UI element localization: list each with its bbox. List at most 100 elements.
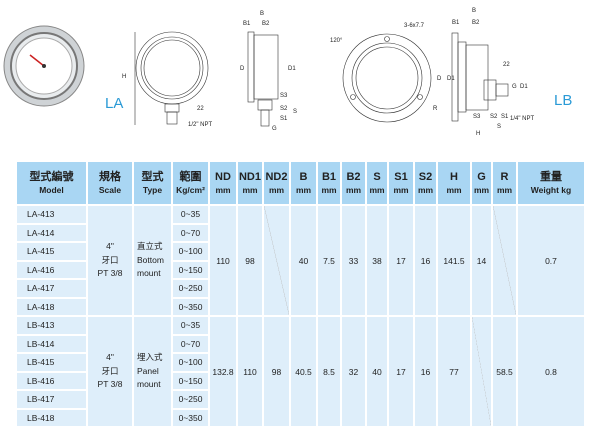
header-label: 型式編號 bbox=[29, 170, 74, 183]
header-unit: mm bbox=[446, 184, 462, 195]
s1-cell: 17 bbox=[389, 317, 413, 426]
range-cell: 0~150 bbox=[173, 261, 208, 278]
column-header: 重量 Weight kg bbox=[518, 162, 584, 204]
model-cell: LB-418 bbox=[17, 409, 86, 426]
dim-s: S bbox=[497, 124, 501, 130]
header-unit: mm bbox=[417, 184, 434, 195]
header-unit: mm bbox=[268, 184, 285, 195]
lb-front-view bbox=[342, 33, 432, 123]
column-header: ND mm bbox=[210, 162, 236, 204]
nd1-cell: 98 bbox=[238, 206, 262, 315]
weight-cell: 0.7 bbox=[518, 206, 584, 315]
model-cell: LB-416 bbox=[17, 372, 86, 389]
dim-b1: B1 bbox=[243, 21, 251, 27]
header-label: R bbox=[500, 170, 509, 183]
header-unit: mm bbox=[496, 184, 513, 195]
table-row: LA-418 0~350 bbox=[17, 298, 584, 315]
dim-angle: 120° bbox=[330, 38, 343, 44]
scale-text: 4" bbox=[106, 241, 114, 252]
range-cell: 0~70 bbox=[173, 224, 208, 241]
column-header: 型式 Type bbox=[134, 162, 171, 204]
dim-b: B bbox=[472, 8, 476, 14]
dim-r: R bbox=[433, 106, 438, 112]
dim-b1: B1 bbox=[452, 20, 460, 26]
header-unit: Kg/cm² bbox=[176, 184, 205, 195]
column-header: 範圍 Kg/cm² bbox=[173, 162, 208, 204]
s1-cell: 17 bbox=[389, 206, 413, 315]
dim-d1: D1 bbox=[447, 76, 455, 82]
nd2-cell bbox=[264, 206, 289, 315]
technical-drawings: H 22 1/2" NPT LA B B1 B2 D D1 S3 S2 S S1… bbox=[3, 8, 572, 137]
column-header: S2 mm bbox=[415, 162, 436, 204]
dim-s1: S1 bbox=[280, 116, 288, 122]
range-cell: 0~100 bbox=[173, 354, 208, 371]
header-label: S2 bbox=[418, 170, 433, 183]
header-label: H bbox=[450, 170, 458, 183]
nd2-cell: 98 bbox=[264, 317, 289, 426]
g-cell: 14 bbox=[472, 206, 491, 315]
header-unit: mm bbox=[295, 184, 312, 195]
dim-holes: 3-6x7.7 bbox=[404, 23, 425, 29]
header-label: B1 bbox=[321, 170, 337, 183]
header-label: 型式 bbox=[141, 170, 164, 183]
dim-hex: 22 bbox=[503, 62, 510, 68]
range-cell: 0~35 bbox=[173, 206, 208, 223]
dim-b2: B2 bbox=[472, 20, 480, 26]
header-label: G bbox=[477, 170, 486, 183]
model-cell: LB-415 bbox=[17, 354, 86, 371]
dim-b: B bbox=[260, 11, 264, 17]
r-cell: 58.5 bbox=[493, 317, 516, 426]
gauge-photo bbox=[3, 25, 85, 107]
b2-cell: 33 bbox=[342, 206, 365, 315]
dim-d1: D1 bbox=[288, 66, 296, 72]
table-row: LB-418 0~350 bbox=[17, 409, 584, 426]
header-unit: mm bbox=[321, 184, 337, 195]
column-header: ND1 mm bbox=[238, 162, 262, 204]
column-header: ND2 mm bbox=[264, 162, 289, 204]
scale-cell: 4" 牙口 PT 3/8 bbox=[88, 317, 132, 426]
model-cell: LA-414 bbox=[17, 224, 86, 241]
header-label: B2 bbox=[346, 170, 361, 183]
dim-g: G bbox=[512, 84, 517, 90]
spec-table: 型式編號 Model 規格 Scale 型式 Type 範圍 Kg/cm² ND mm ND1 mm N… bbox=[15, 160, 586, 428]
dim-s2: S2 bbox=[280, 106, 288, 112]
type-text: 直立式 bbox=[137, 241, 163, 252]
table-row: LA-417 0~250 bbox=[17, 280, 584, 297]
type-cell: 埋入式 Panel mount bbox=[134, 317, 171, 426]
dim-b2: B2 bbox=[262, 21, 270, 27]
scale-text: 牙口 bbox=[101, 365, 119, 376]
model-cell: LA-418 bbox=[17, 298, 86, 315]
scale-cell: 4" 牙口 PT 3/8 bbox=[88, 206, 132, 315]
model-cell: LB-413 bbox=[17, 317, 86, 334]
table-row: LA-415 0~100 bbox=[17, 243, 584, 260]
dim-d: D bbox=[240, 66, 245, 72]
model-cell: LA-413 bbox=[17, 206, 86, 223]
header-unit: Scale bbox=[98, 184, 122, 195]
column-header: S1 mm bbox=[389, 162, 413, 204]
table-row: LB-414 0~70 bbox=[17, 335, 584, 352]
dim-s3: S3 bbox=[280, 93, 288, 99]
range-cell: 0~150 bbox=[173, 372, 208, 389]
range-cell: 0~250 bbox=[173, 391, 208, 408]
header-unit: mm bbox=[473, 184, 490, 195]
la-front-view bbox=[134, 31, 209, 125]
model-cell: LA-416 bbox=[17, 261, 86, 278]
dim-h: H bbox=[476, 131, 480, 137]
model-cell: LB-417 bbox=[17, 391, 86, 408]
header-label: ND1 bbox=[238, 170, 261, 183]
table-row: LB-415 0~100 bbox=[17, 354, 584, 371]
header-unit: Weight kg bbox=[530, 184, 572, 195]
header-unit: mm bbox=[345, 184, 362, 195]
nd-cell: 110 bbox=[210, 206, 236, 315]
scale-text: 牙口 bbox=[101, 254, 119, 265]
dim-s3: S3 bbox=[473, 114, 481, 120]
h-cell: 141.5 bbox=[438, 206, 470, 315]
dim-g: G bbox=[272, 126, 277, 132]
scale-text: PT 3/8 bbox=[97, 379, 123, 390]
table-row: LA-414 0~70 bbox=[17, 224, 584, 241]
s-cell: 38 bbox=[367, 206, 387, 315]
header-unit: mm bbox=[393, 184, 409, 195]
g-cell bbox=[472, 317, 491, 426]
